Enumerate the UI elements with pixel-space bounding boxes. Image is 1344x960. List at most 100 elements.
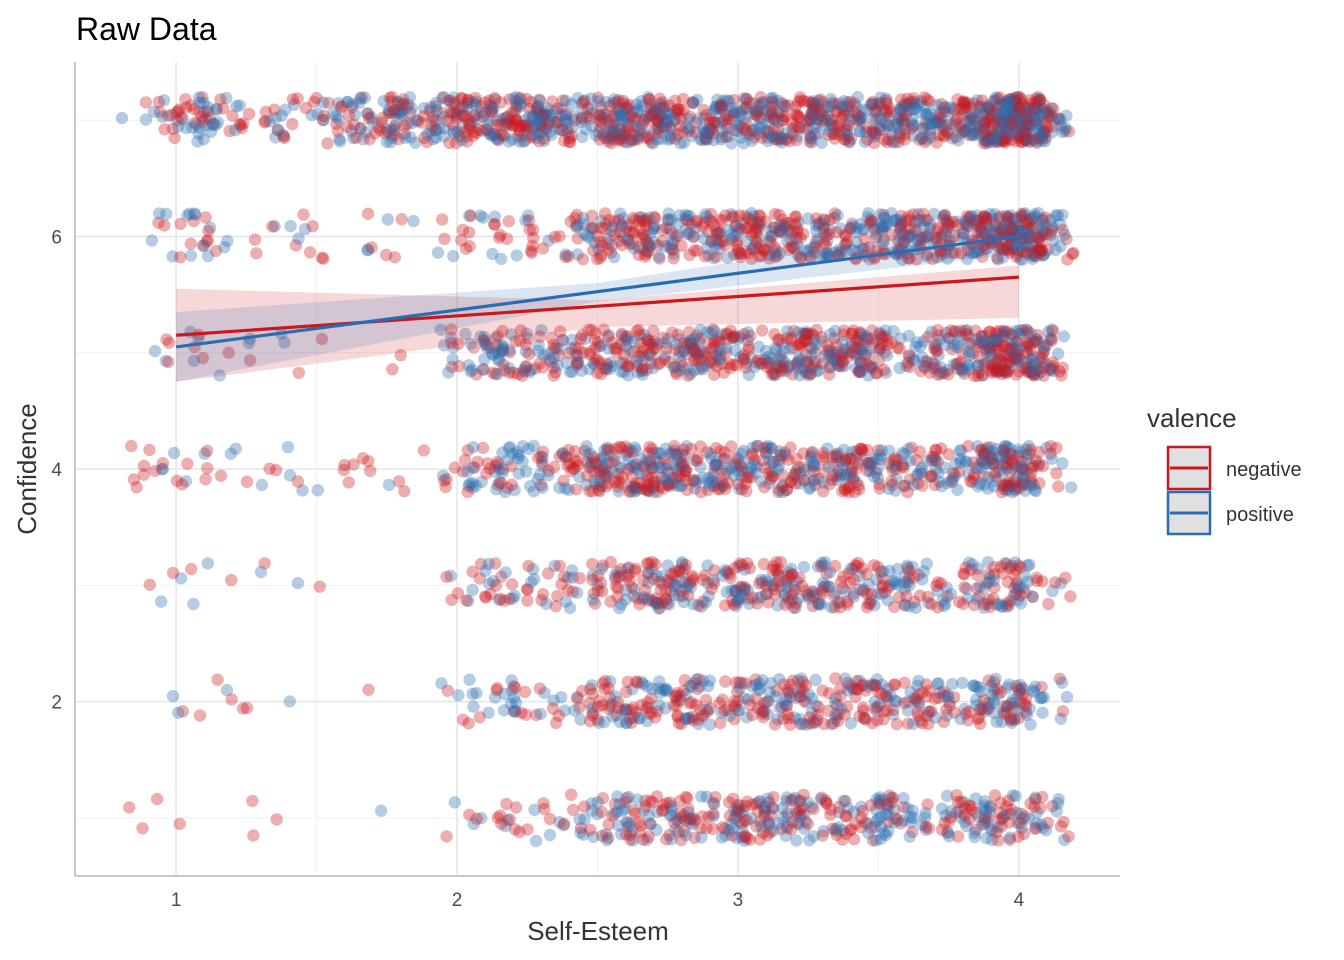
- data-point-negative: [429, 100, 442, 113]
- data-point-positive: [677, 136, 691, 149]
- data-point-negative: [797, 227, 810, 240]
- data-point-negative: [396, 93, 410, 106]
- data-point-positive: [165, 108, 178, 121]
- data-point-negative: [775, 132, 788, 146]
- data-point-negative: [633, 124, 647, 137]
- data-point-negative: [776, 109, 789, 123]
- data-point-positive: [385, 123, 398, 136]
- data-point-negative: [1056, 705, 1070, 718]
- data-point-positive: [482, 117, 495, 131]
- data-point-negative: [533, 94, 547, 107]
- data-point-negative: [463, 122, 476, 136]
- data-point-negative: [463, 118, 477, 132]
- data-point-negative: [461, 485, 474, 499]
- data-point-positive: [153, 207, 166, 220]
- data-point-negative: [321, 137, 334, 150]
- data-point-negative: [162, 109, 175, 123]
- data-point-positive: [844, 717, 857, 730]
- data-point-positive: [531, 99, 545, 113]
- data-point-negative: [535, 110, 548, 123]
- data-point-positive: [549, 105, 562, 118]
- data-point-negative: [627, 128, 641, 141]
- data-point-positive: [714, 133, 728, 146]
- data-point-positive: [655, 132, 669, 145]
- data-point-negative: [398, 485, 411, 498]
- data-point-negative: [440, 570, 453, 583]
- data-point-negative: [668, 440, 681, 453]
- data-point-positive: [468, 98, 482, 111]
- data-point-negative: [307, 95, 321, 109]
- data-point-positive: [460, 102, 474, 115]
- data-point-positive: [481, 123, 494, 137]
- data-point-positive: [467, 700, 480, 713]
- data-point-positive: [898, 576, 911, 589]
- data-point-negative: [448, 106, 461, 119]
- data-point-positive: [862, 680, 875, 693]
- data-point-positive: [726, 822, 740, 835]
- data-point-negative: [184, 99, 197, 112]
- data-point-positive: [747, 107, 760, 120]
- data-point-negative: [460, 130, 473, 143]
- data-point-negative: [586, 573, 599, 586]
- data-point-negative: [641, 130, 655, 143]
- data-point-negative: [627, 111, 641, 125]
- data-point-positive: [566, 121, 580, 134]
- data-point-negative: [699, 131, 712, 145]
- data-point-negative: [1025, 461, 1039, 475]
- data-point-positive: [698, 111, 711, 124]
- data-point-positive: [837, 124, 851, 137]
- data-point-positive: [798, 364, 811, 378]
- data-point-negative: [887, 678, 900, 692]
- data-point-positive: [446, 98, 459, 111]
- data-point-negative: [387, 104, 401, 117]
- data-point-negative: [402, 98, 415, 112]
- data-point-positive: [518, 119, 532, 132]
- data-point-positive: [900, 559, 914, 572]
- data-point-positive: [663, 240, 677, 253]
- data-point-negative: [643, 102, 657, 116]
- data-point-positive: [695, 790, 708, 803]
- data-point-positive: [498, 130, 512, 143]
- data-point-positive: [533, 108, 547, 122]
- data-point-positive: [615, 129, 628, 142]
- data-point-negative: [781, 708, 795, 721]
- data-point-negative: [565, 788, 578, 801]
- data-point-positive: [731, 124, 745, 138]
- data-point-positive: [400, 101, 413, 114]
- data-point-positive: [767, 456, 780, 469]
- data-point-positive: [1026, 252, 1039, 265]
- data-point-negative: [494, 128, 508, 141]
- data-point-positive: [853, 125, 866, 138]
- data-point-positive: [722, 130, 735, 143]
- data-point-positive: [903, 600, 916, 613]
- data-point-negative: [738, 830, 751, 843]
- data-point-negative: [266, 220, 279, 233]
- data-point-positive: [989, 94, 1002, 107]
- data-point-negative: [797, 788, 810, 801]
- data-point-negative: [485, 105, 498, 119]
- data-point-positive: [912, 674, 925, 688]
- data-point-negative: [471, 455, 484, 468]
- data-point-negative: [647, 107, 660, 120]
- data-point-positive: [851, 347, 865, 360]
- data-point-negative: [619, 125, 632, 139]
- data-point-positive: [749, 108, 762, 121]
- data-point-negative: [627, 133, 641, 147]
- data-point-positive: [664, 132, 677, 145]
- data-point-negative: [690, 454, 704, 468]
- data-point-positive: [1036, 706, 1049, 719]
- data-point-positive: [797, 560, 811, 574]
- data-point-negative: [808, 98, 822, 111]
- data-point-positive: [147, 105, 161, 119]
- data-point-negative: [604, 555, 617, 569]
- data-point-positive: [722, 95, 736, 108]
- data-point-negative: [672, 128, 685, 141]
- data-point-negative: [520, 123, 533, 137]
- data-point-positive: [821, 109, 834, 122]
- data-point-positive: [902, 329, 916, 343]
- data-point-negative: [643, 93, 656, 106]
- data-point-negative: [1028, 335, 1041, 349]
- data-point-negative: [658, 100, 671, 114]
- data-point-positive: [156, 110, 169, 123]
- data-point-negative: [873, 342, 887, 355]
